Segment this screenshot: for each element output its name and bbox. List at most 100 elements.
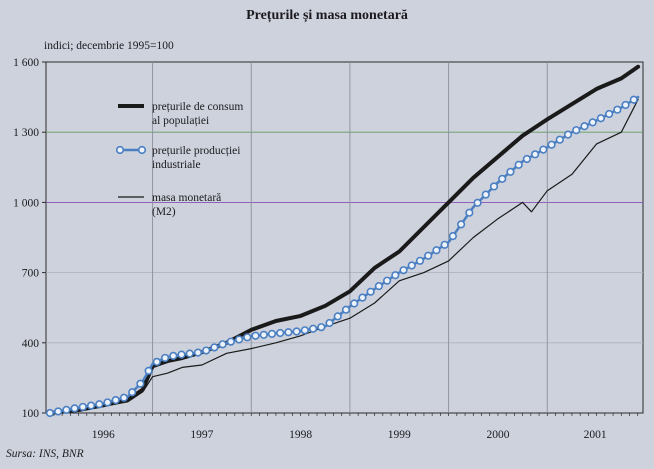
producer-marker (531, 150, 540, 159)
producer-marker (276, 328, 285, 338)
x-year-label: 1997 (190, 429, 213, 441)
producer-marker (514, 160, 523, 169)
producer-marker (489, 182, 499, 191)
producer-marker (292, 327, 301, 336)
producer-marker (333, 312, 342, 321)
producer-marker (317, 323, 326, 332)
legend-label: prețurile de consum (152, 101, 243, 113)
legend-label: industriale (152, 159, 201, 171)
producer-marker (284, 328, 293, 337)
producer-marker (210, 343, 219, 352)
producer-marker (70, 404, 79, 413)
producer-marker (259, 330, 268, 339)
producer-marker (111, 395, 120, 405)
producer-marker (144, 366, 153, 375)
x-year-label: 1998 (289, 429, 312, 441)
producer-marker (374, 282, 383, 291)
producer-marker (185, 349, 194, 358)
source-note: Sursa: INS, BNR (6, 448, 84, 460)
producer-marker (596, 114, 605, 123)
producer-marker (358, 293, 367, 302)
legend-marker (115, 145, 125, 155)
producer-marker (621, 100, 630, 110)
series-consumer-prices-line (47, 64, 641, 415)
producer-marker (119, 393, 129, 402)
producer-marker (341, 305, 351, 314)
producer-marker (95, 400, 104, 409)
producer-marker (193, 348, 203, 357)
chart-title: Prețurile și masa monetară (246, 8, 408, 23)
producer-marker (45, 408, 55, 418)
producer-marker (547, 140, 556, 149)
producer-marker (169, 351, 178, 361)
producer-marker (177, 350, 186, 359)
producer-marker (522, 154, 531, 164)
producer-marker (539, 145, 548, 154)
producer-marker (399, 266, 408, 275)
producer-marker (580, 122, 589, 131)
legend-label: prețurile producției (152, 145, 240, 157)
x-year-label: 2001 (584, 429, 607, 441)
producer-marker (424, 251, 433, 260)
producer-marker (613, 105, 622, 114)
producer-marker (629, 95, 638, 104)
producer-marker (350, 299, 359, 308)
producer-marker (415, 256, 425, 265)
producer-marker (473, 198, 482, 207)
producer-marker (465, 208, 474, 217)
producer-marker (572, 126, 581, 135)
x-year-label: 2000 (486, 429, 509, 441)
legend-marker (137, 145, 147, 155)
producer-marker (432, 246, 441, 255)
y-tick-label: 700 (22, 268, 40, 280)
legend-label: (M2) (152, 206, 176, 218)
producer-marker (440, 240, 449, 249)
producer-marker (218, 340, 227, 349)
y-tick-label: 1 000 (13, 197, 39, 209)
producer-marker (457, 220, 466, 229)
producer-marker (54, 407, 63, 416)
producer-marker (448, 231, 457, 241)
y-tick-label: 100 (22, 408, 40, 420)
producer-marker (202, 346, 211, 355)
producer-marker (243, 333, 252, 342)
producer-marker (62, 405, 71, 415)
producer-marker (152, 357, 161, 366)
producer-marker (103, 398, 112, 407)
plot-frame (45, 61, 644, 414)
producer-marker (128, 388, 137, 397)
producer-marker (366, 287, 375, 296)
producer-marker (605, 109, 614, 119)
producer-marker (506, 167, 515, 176)
producer-marker (588, 118, 597, 127)
producer-marker (136, 379, 145, 388)
legend-label: masa monetară (152, 192, 221, 204)
producer-marker (300, 326, 309, 335)
producer-marker (407, 261, 416, 270)
producer-marker (234, 335, 244, 344)
producer-marker (308, 324, 318, 333)
legend-label: al populației (152, 115, 209, 127)
y-tick-label: 1 600 (13, 57, 39, 69)
producer-marker (555, 135, 564, 144)
y-axis-units-label: indici; decembrie 1995=100 (44, 40, 174, 52)
producer-marker (391, 271, 400, 280)
producer-marker (325, 318, 334, 328)
producer-marker (382, 276, 392, 285)
producer-marker (86, 401, 96, 410)
x-year-label: 1999 (388, 429, 411, 441)
producer-marker (267, 329, 277, 338)
y-tick-label: 1 300 (13, 127, 39, 139)
producer-marker (160, 353, 170, 363)
producer-marker (226, 337, 235, 346)
producer-marker (563, 130, 573, 139)
producer-marker (498, 174, 507, 183)
series-money-supply-line (49, 98, 639, 414)
x-year-label: 1996 (92, 429, 115, 441)
producer-marker (481, 190, 490, 199)
producer-marker (78, 402, 87, 412)
producer-marker (251, 331, 260, 340)
y-tick-label: 400 (22, 338, 40, 350)
